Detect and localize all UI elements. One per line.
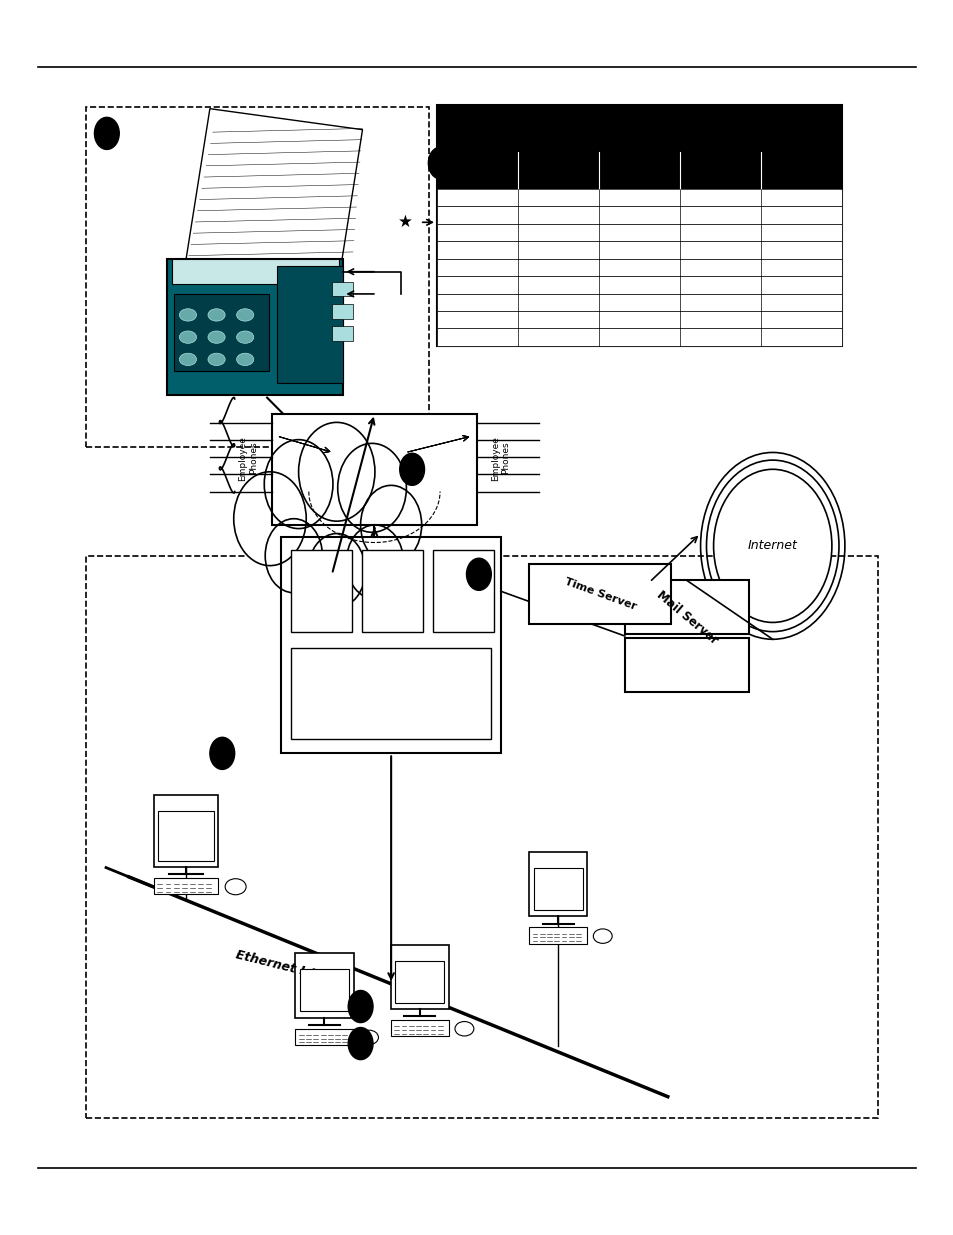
Bar: [528, 852, 587, 916]
Bar: [436, 277, 841, 294]
Circle shape: [348, 990, 373, 1023]
Bar: [153, 878, 218, 894]
Bar: [436, 206, 841, 224]
Circle shape: [264, 440, 333, 529]
Circle shape: [337, 443, 406, 532]
Ellipse shape: [236, 331, 253, 343]
Bar: [528, 927, 587, 944]
Circle shape: [94, 117, 119, 149]
Bar: [624, 580, 748, 634]
Text: Ethernet LAN: Ethernet LAN: [234, 948, 328, 983]
Text: Mail Server: Mail Server: [653, 588, 720, 647]
Bar: [173, 294, 269, 370]
Bar: [533, 868, 582, 910]
Ellipse shape: [179, 309, 196, 321]
Ellipse shape: [713, 469, 831, 622]
Bar: [436, 152, 841, 189]
Circle shape: [210, 737, 234, 769]
Circle shape: [466, 558, 491, 590]
Bar: [86, 556, 877, 1118]
Ellipse shape: [208, 353, 225, 366]
Ellipse shape: [455, 1021, 474, 1036]
Text: ★: ★: [693, 121, 708, 138]
Bar: [291, 550, 352, 632]
Bar: [433, 550, 494, 632]
Ellipse shape: [236, 309, 253, 321]
Bar: [436, 258, 841, 277]
Bar: [294, 1029, 354, 1045]
Polygon shape: [167, 259, 343, 395]
Bar: [299, 969, 349, 1011]
Ellipse shape: [593, 929, 612, 944]
Bar: [332, 326, 353, 341]
Ellipse shape: [236, 353, 253, 366]
Circle shape: [298, 422, 375, 521]
Text: ★: ★: [397, 214, 413, 231]
Bar: [624, 638, 748, 692]
Bar: [272, 414, 476, 525]
Circle shape: [346, 525, 403, 599]
Bar: [361, 550, 423, 632]
Ellipse shape: [208, 331, 225, 343]
Bar: [436, 311, 841, 329]
Bar: [86, 107, 429, 447]
Bar: [436, 224, 841, 241]
Ellipse shape: [179, 353, 196, 366]
Ellipse shape: [208, 309, 225, 321]
Bar: [332, 282, 353, 296]
Bar: [436, 189, 841, 206]
Bar: [294, 953, 354, 1018]
Bar: [158, 811, 213, 861]
Bar: [529, 564, 670, 624]
Bar: [436, 105, 841, 346]
Bar: [436, 105, 841, 152]
Text: Time Server: Time Server: [562, 577, 637, 611]
Text: Internet: Internet: [747, 540, 797, 552]
Bar: [436, 241, 841, 258]
Bar: [436, 329, 841, 346]
Ellipse shape: [359, 1030, 378, 1045]
Bar: [332, 304, 353, 319]
Text: Employee
Phones: Employee Phones: [238, 436, 257, 480]
Circle shape: [348, 1028, 373, 1060]
Bar: [281, 537, 500, 753]
Bar: [153, 795, 218, 867]
Bar: [390, 945, 449, 1009]
Bar: [390, 1020, 449, 1036]
Ellipse shape: [225, 879, 246, 894]
Bar: [436, 294, 841, 311]
Circle shape: [233, 472, 306, 566]
Circle shape: [265, 519, 322, 593]
Circle shape: [399, 453, 424, 485]
Bar: [172, 259, 338, 284]
Bar: [291, 647, 491, 739]
Polygon shape: [276, 266, 343, 383]
Circle shape: [308, 534, 365, 608]
Text: Employee
Phones: Employee Phones: [491, 436, 510, 480]
Polygon shape: [186, 109, 362, 280]
Circle shape: [360, 485, 421, 564]
Circle shape: [428, 147, 453, 179]
Ellipse shape: [179, 331, 196, 343]
Bar: [395, 961, 444, 1003]
